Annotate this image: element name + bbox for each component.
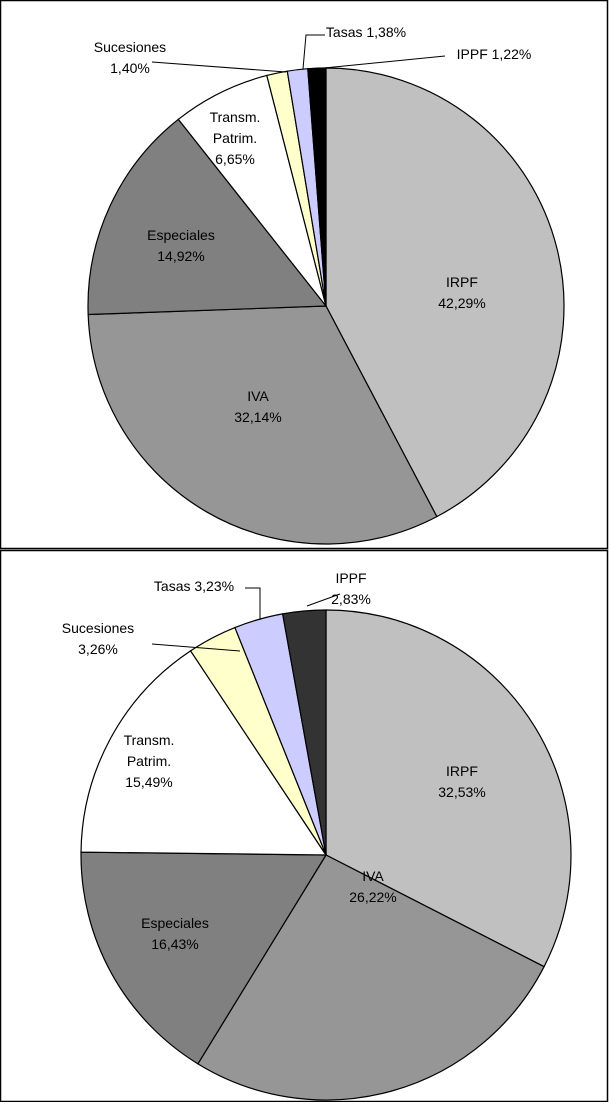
slice-label-irpf-chart1: IRPF 42,29% xyxy=(438,274,485,311)
pie-chart-bottom: IRPF 32,53% IVA 26,22% Especiales 16,43% Trans… xyxy=(62,570,572,1101)
pie-slice-especiales-chart2 xyxy=(80,851,328,1065)
slice-label-sucesiones-chart2: Sucesiones 3,26% xyxy=(62,620,134,657)
slice-label-iva-chart2: IVA 26,22% xyxy=(349,868,396,905)
slice-label-sucesiones-chart1: Sucesiones 1,40% xyxy=(94,39,166,76)
slice-label-especiales-chart2: Especiales 16,43% xyxy=(141,915,209,952)
leader-line-ippf-chart1 xyxy=(323,55,446,69)
slice-label-ippf-chart2: IPPF 2,83% xyxy=(331,570,371,607)
panel-top-border xyxy=(0,0,609,550)
leader-line-ippf-chart2 xyxy=(306,593,341,607)
leader-line-tasas-chart2 xyxy=(245,587,261,620)
slice-label-tasas-chart1: Tasas 1,38% xyxy=(326,24,406,40)
slice-label-transm-patrim-chart1: Transm. Patrim. 6,65% xyxy=(210,109,261,167)
slice-label-irpf-chart2: IRPF 32,53% xyxy=(438,763,485,800)
leader-line-sucesiones-chart2 xyxy=(151,643,241,652)
pie-slice-iva-chart1 xyxy=(87,305,438,545)
pie-chart-top: IRPF 42,29% IVA 32,14% Especiales 14,92% Trans… xyxy=(87,24,565,545)
pie-slice-ippf-chart2 xyxy=(281,609,327,856)
slice-label-iva-chart1: IVA 32,14% xyxy=(234,388,281,425)
slice-label-especiales-chart1: Especiales 14,92% xyxy=(147,227,215,264)
pie-slice-iva-chart2 xyxy=(197,854,545,1101)
slice-label-transm-patrim-chart2: Transm. Patrim. 15,49% xyxy=(124,732,175,790)
leader-line-sucesiones-chart1 xyxy=(151,61,287,73)
leader-line-tasas-chart1 xyxy=(302,34,325,70)
slice-label-tasas-chart2: Tasas 3,23% xyxy=(154,578,234,594)
pie-slice-especiales-chart1 xyxy=(87,118,328,316)
pie-slice-irpf-chart1 xyxy=(325,67,565,518)
pie-slice-transm-patrim-chart2 xyxy=(80,649,328,856)
pie-slice-irpf-chart2 xyxy=(325,609,572,968)
slice-label-ippf-chart1: IPPF 1,22% xyxy=(457,46,532,62)
